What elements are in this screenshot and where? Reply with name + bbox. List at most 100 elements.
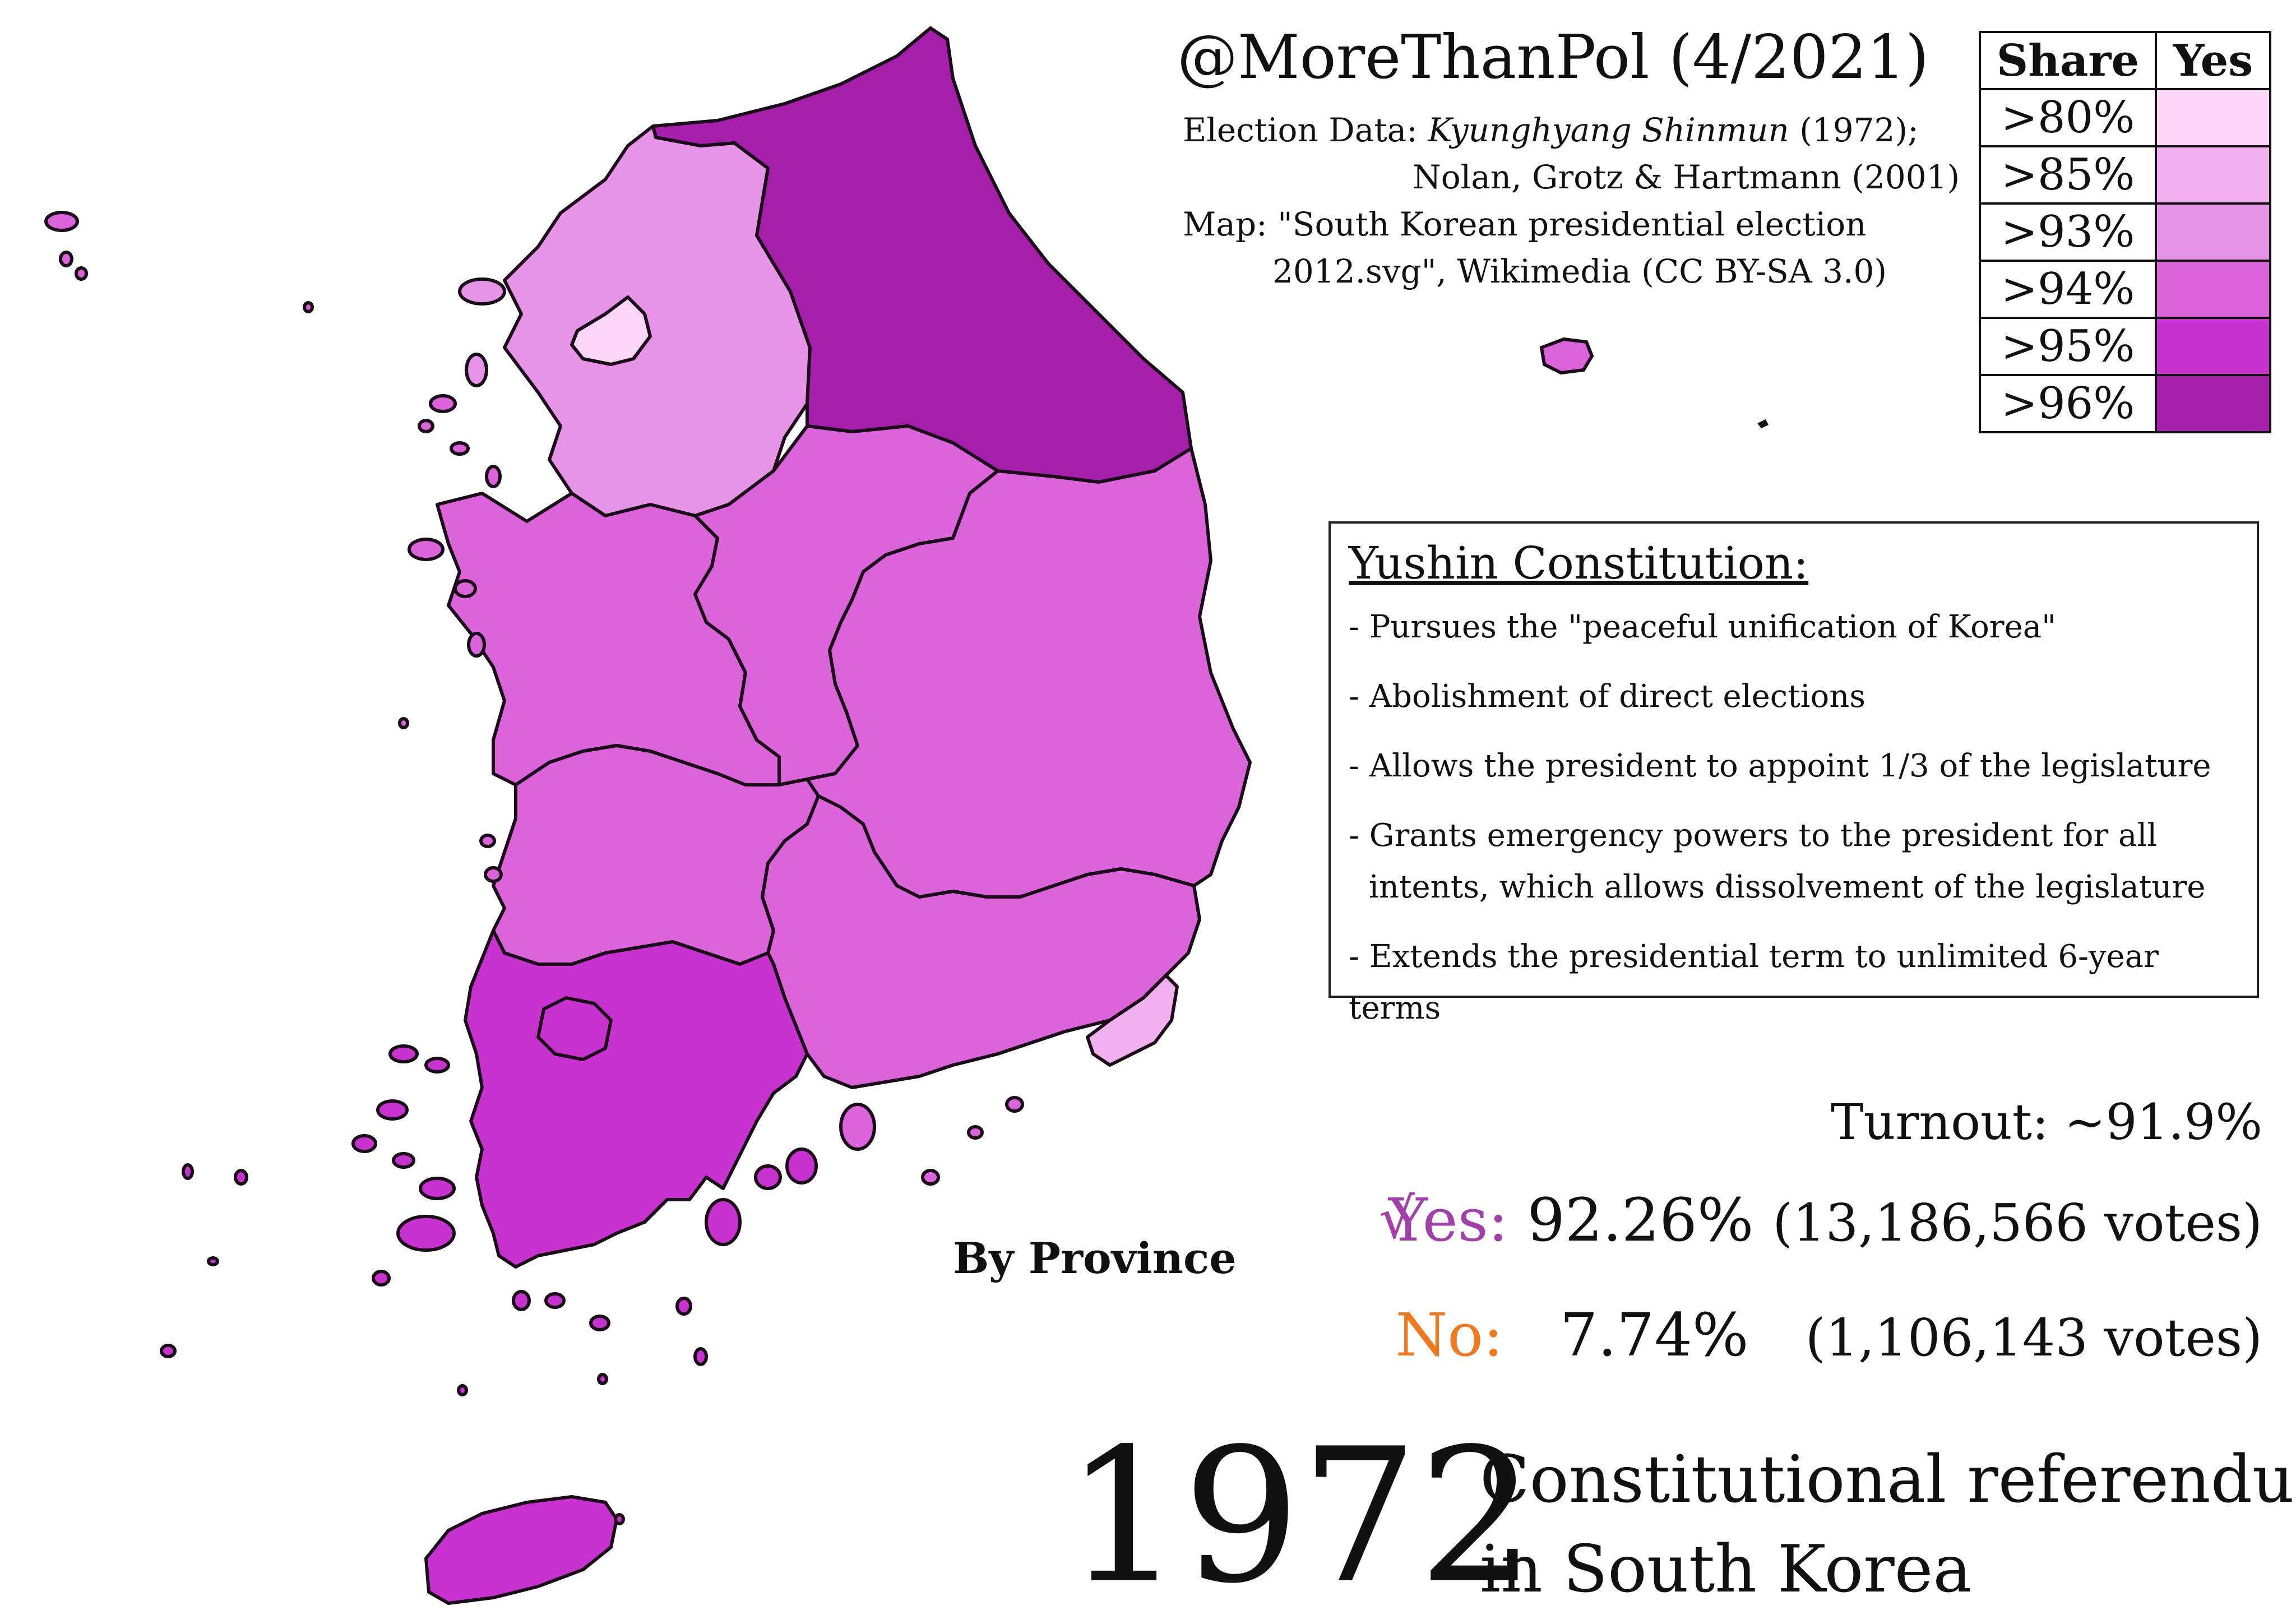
dokdo-island: [1757, 419, 1769, 428]
island: [967, 1125, 984, 1140]
yes-percent: 92.26%: [1527, 1186, 1754, 1255]
island: [675, 1297, 692, 1316]
island: [754, 1164, 782, 1190]
region-gwangju: [536, 996, 613, 1061]
island: [512, 1290, 531, 1311]
legend-swatch: [2155, 145, 2271, 205]
legend-swatch: [2155, 260, 2271, 319]
election-source-year: (1972);: [1789, 111, 1919, 149]
island: [392, 1152, 415, 1169]
legend-swatch: [2155, 374, 2271, 433]
island: [705, 1198, 742, 1246]
island: [465, 353, 488, 387]
yes-label: Yes:: [1388, 1186, 1508, 1255]
island: [544, 1292, 566, 1309]
legend-swatch: [2155, 88, 2271, 147]
legend-header-row: Share Yes: [1979, 31, 2271, 90]
legend-table: Share Yes >80% >85% >93% >94% >95% >96%: [1979, 31, 2271, 433]
ulleungdo-island: [1539, 337, 1594, 375]
info-bullet: - Extends the presidential term to unlim…: [1349, 938, 2159, 1026]
info-bullet-continuation: intents, which allows dissolvement of th…: [1369, 869, 2206, 905]
info-bullet: - Allows the president to appoint 1/3 of…: [1349, 748, 2211, 784]
year-title: 1972: [1065, 1409, 1536, 1624]
no-label: No:: [1395, 1301, 1503, 1369]
legend-row: >80%: [1979, 88, 2271, 147]
legend-share: >85%: [1979, 145, 2157, 205]
island: [419, 1177, 456, 1200]
region-jeonnam: [464, 929, 809, 1269]
island: [376, 1099, 409, 1121]
island: [44, 211, 79, 232]
island: [424, 1057, 450, 1074]
no-votes: (1,106,143 votes): [1805, 1308, 2262, 1368]
island: [388, 1044, 419, 1063]
island: [408, 538, 445, 561]
legend-row: >94%: [1979, 260, 2271, 319]
island: [351, 1134, 377, 1153]
island: [785, 1148, 818, 1185]
checkmark-icon: √: [1379, 1186, 1415, 1251]
legend-header-yes: Yes: [2155, 31, 2271, 90]
island: [484, 866, 503, 883]
info-box-title: Yushin Constitution:: [1349, 537, 1809, 589]
region-busan: [1086, 974, 1179, 1067]
island: [1005, 1096, 1024, 1113]
island: [467, 632, 486, 658]
election-source-italic: Kyunghyang Shinmun: [1428, 111, 1789, 149]
legend-header-share: Share: [1979, 31, 2157, 90]
legend-row: >96%: [1979, 374, 2271, 433]
legend-share: >93%: [1979, 202, 2157, 262]
subtitle-line-2: in South Korea: [1480, 1532, 1972, 1607]
credits-line-1: Election Data: Kyunghyang Shinmun (1972)…: [1183, 107, 1960, 154]
no-percent: 7.74%: [1559, 1301, 1749, 1369]
island: [59, 251, 73, 267]
island: [372, 1270, 391, 1287]
island: [418, 419, 434, 433]
island: [458, 277, 506, 306]
legend-share: >80%: [1979, 88, 2157, 147]
island: [479, 834, 496, 848]
author-title: @MoreThanPol (4/2021): [1177, 22, 1929, 92]
island: [396, 1215, 456, 1252]
island: [589, 1315, 610, 1331]
island: [75, 266, 88, 281]
island: [429, 394, 457, 413]
legend-share: >95%: [1979, 317, 2157, 376]
credits: Election Data: Kyunghyang Shinmun (1972)…: [1183, 107, 1960, 295]
info-bullet: - Pursues the "peaceful unification of K…: [1349, 609, 2056, 645]
legend-swatch: [2155, 202, 2271, 262]
island: [597, 1373, 608, 1385]
credits-line-3: Map: "South Korean presidential election: [1183, 205, 1867, 243]
info-bullet: - Abolishment of direct elections: [1349, 678, 1866, 715]
island: [457, 1384, 468, 1396]
yes-votes: (13,186,566 votes): [1772, 1193, 2262, 1253]
island: [182, 1163, 194, 1180]
legend-row: >85%: [1979, 145, 2271, 205]
south-korea-province-map: [44, 26, 1252, 1605]
region-jeju: [424, 1495, 618, 1605]
map-caption: By Province: [953, 1233, 1237, 1283]
island: [207, 1256, 219, 1266]
island: [839, 1103, 876, 1151]
legend-swatch: [2155, 317, 2271, 376]
turnout: Turnout: ~91.9%: [1830, 1093, 2262, 1151]
credits-line-2: Nolan, Grotz & Hartmann (2001): [1413, 158, 1960, 196]
referendum-subtitle: Constitutional referendum in South Korea: [1480, 1435, 2296, 1614]
region-seoul: [570, 295, 652, 366]
legend-share: >94%: [1979, 260, 2157, 319]
legend-share: >96%: [1979, 374, 2157, 433]
island: [234, 1169, 248, 1186]
island: [693, 1347, 708, 1366]
subtitle-line-1: Constitutional referendum: [1480, 1442, 2296, 1517]
credits-line-4: 2012.svg", Wikimedia (CC BY-SA 3.0): [1272, 252, 1887, 290]
yes-result: Yes: 92.26% (13,186,566 votes): [1388, 1186, 2262, 1255]
legend-row: >93%: [1979, 202, 2271, 262]
election-data-label: Election Data:: [1183, 111, 1428, 149]
island: [450, 441, 470, 456]
island: [398, 717, 409, 729]
island: [303, 301, 314, 313]
island: [160, 1344, 177, 1358]
island: [614, 1513, 625, 1525]
island: [921, 1169, 940, 1186]
info-bullet: - Grants emergency powers to the preside…: [1349, 817, 2158, 854]
